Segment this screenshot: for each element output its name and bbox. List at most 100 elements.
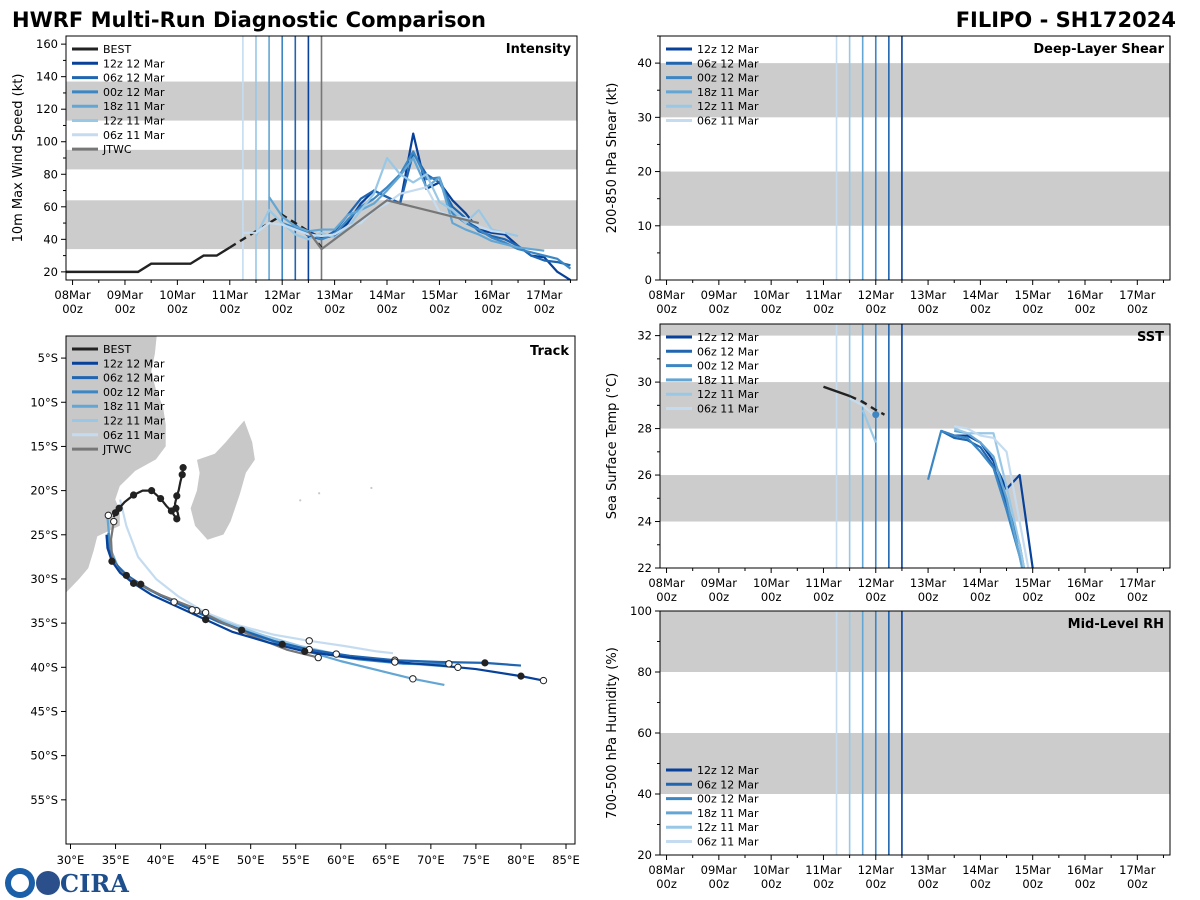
legend-label-12z-12-mar: 12z 12 Mar	[697, 331, 759, 344]
intensity-xtick-label: 00z	[219, 302, 240, 316]
shear-xtick-label: 13Mar	[910, 288, 947, 302]
legend-label-00z-12-mar: 00z 12 Mar	[697, 793, 759, 806]
sst-series-12z-11-mar	[953, 427, 1026, 568]
track-ytick-label: 5°S	[38, 351, 58, 365]
intensity-ytick-label: 80	[43, 167, 58, 181]
intensity-ytick-label: 140	[36, 70, 58, 84]
track-ytick-label: 20°S	[30, 484, 58, 498]
cira-emblem-icon	[36, 871, 60, 895]
rh-xtick-label: 09Mar	[701, 863, 738, 877]
legend-label-00z-12-mar: 00z 12 Mar	[697, 72, 759, 85]
legend-label-12z-12-mar: 12z 12 Mar	[103, 57, 165, 70]
track-point-12z-12-mar	[202, 615, 210, 624]
track-ytick-label: 55°S	[30, 793, 58, 807]
sst-series-best	[823, 385, 851, 398]
track-open-point-12z-12-mar	[391, 658, 399, 666]
track-point-best	[179, 464, 187, 472]
shear-xtick-label: 00z	[813, 302, 834, 316]
island	[318, 492, 321, 495]
track-point-best	[156, 494, 165, 503]
rh-ytick-label: 60	[637, 726, 652, 740]
shear-title: Deep-Layer Shear	[1033, 42, 1164, 57]
rh-xtick-label: 15Mar	[1015, 863, 1052, 877]
legend-label-06z-12-mar: 06z 12 Mar	[103, 372, 165, 385]
intensity-xtick-label: 00z	[62, 302, 83, 316]
intensity-xtick-label: 13Mar	[316, 288, 353, 302]
legend-label-06z-12-mar: 06z 12 Mar	[697, 778, 759, 791]
track-open-point-jtwc	[314, 653, 322, 662]
intensity-xtick-label: 10Mar	[159, 288, 196, 302]
track-point-12z-12-mar	[129, 579, 138, 587]
rh-panel: 2040608010008Mar00z09Mar00z10Mar00z11Mar…	[605, 604, 1171, 891]
sst-band-0	[660, 475, 1170, 522]
legend-label-18z-11-mar: 18z 11 Mar	[103, 400, 165, 413]
sst-xtick-label: 00z	[709, 590, 730, 604]
storm-id: FILIPO - SH172024	[956, 8, 1176, 32]
track-point-06z-12-mar	[481, 659, 489, 667]
track-point-best	[173, 515, 181, 523]
shear-xtick-label: 00z	[970, 302, 991, 316]
rh-xtick-label: 00z	[970, 877, 991, 891]
sst-xtick-label: 00z	[1022, 590, 1043, 604]
noaa-logo-inner	[11, 874, 29, 892]
track-point-best	[178, 471, 186, 479]
intensity-xtick-label: 00z	[272, 302, 293, 316]
sst-ytick-label: 30	[637, 375, 652, 389]
shear-xtick-label: 14Mar	[962, 288, 999, 302]
sst-series-06z-11-mar	[954, 425, 1030, 568]
track-ytick-label: 30°S	[30, 572, 58, 586]
legend-label-06z-11-mar: 06z 11 Mar	[103, 429, 165, 442]
rh-band-1	[660, 611, 1170, 672]
intensity-series-jtwc	[307, 199, 479, 251]
shear-xtick-label: 17Mar	[1119, 288, 1156, 302]
track-point-00z-12-mar	[278, 640, 286, 648]
shear-xtick-label: 00z	[656, 302, 677, 316]
rh-xtick-label: 00z	[918, 877, 939, 891]
shear-xtick-label: 00z	[918, 302, 939, 316]
sst-band-2	[660, 324, 1170, 336]
shear-band-0	[660, 171, 1170, 226]
track-open-point-18z-11-mar	[409, 675, 417, 683]
track-point-best	[147, 487, 156, 495]
shear-xtick-label: 00z	[761, 302, 782, 316]
shear-ylabel: 200-850 hPa Shear (kt)	[605, 83, 620, 234]
rh-ytick-label: 80	[637, 665, 652, 679]
track-open-point-00z-12-mar	[188, 606, 196, 614]
shear-xtick-label: 00z	[1127, 302, 1148, 316]
track-xtick-label: 50°E	[237, 853, 265, 867]
rh-title: Mid-Level RH	[1068, 617, 1164, 632]
intensity-xtick-label: 15Mar	[421, 288, 458, 302]
shear-ytick-label: 20	[637, 165, 652, 179]
track-xtick-label: 55°E	[282, 853, 310, 867]
track-best	[112, 467, 185, 520]
sst-xtick-label: 13Mar	[910, 576, 947, 590]
intensity-xtick-label: 14Mar	[369, 288, 406, 302]
legend-label-06z-11-mar: 06z 11 Mar	[697, 403, 759, 416]
sst-series-06z-11-mar	[849, 397, 877, 418]
track-point-00z-12-mar	[122, 571, 130, 580]
intensity-ytick-label: 160	[36, 37, 58, 51]
africa-landmass	[66, 336, 167, 594]
track-12z-12-mar	[105, 534, 544, 682]
sst-ytick-label: 22	[637, 561, 652, 575]
track-xtick-label: 65°E	[372, 853, 400, 867]
track-ytick-label: 40°S	[30, 660, 58, 674]
shear-xtick-label: 00z	[1075, 302, 1096, 316]
legend-label-12z-11-mar: 12z 11 Mar	[103, 415, 165, 428]
intensity-xtick-label: 00z	[534, 302, 555, 316]
track-panel: 30°E 35°E 40°E 45°E 50°E 55°E 60°E 65°E 70°E 75°E…	[30, 335, 580, 867]
track-xtick-label: 70°E	[417, 853, 445, 867]
legend-label-18z-11-mar: 18z 11 Mar	[697, 86, 759, 99]
intensity-xtick-label: 16Mar	[474, 288, 511, 302]
sst-xtick-label: 08Mar	[648, 576, 685, 590]
rh-xtick-label: 00z	[1022, 877, 1043, 891]
intensity-xtick-label: 12Mar	[264, 288, 301, 302]
rh-xtick-label: 08Mar	[648, 863, 685, 877]
sst-panel: 22242628303208Mar00z09Mar00z10Mar00z11Ma…	[605, 323, 1171, 604]
track-title: Track	[530, 344, 569, 359]
shear-xtick-label: 09Mar	[701, 288, 738, 302]
legend-label-00z-12-mar: 00z 12 Mar	[103, 86, 165, 99]
rh-ytick-label: 20	[637, 848, 652, 862]
figure-title: HWRF Multi-Run Diagnostic Comparison	[12, 8, 486, 32]
rh-ytick-label: 100	[630, 604, 652, 618]
